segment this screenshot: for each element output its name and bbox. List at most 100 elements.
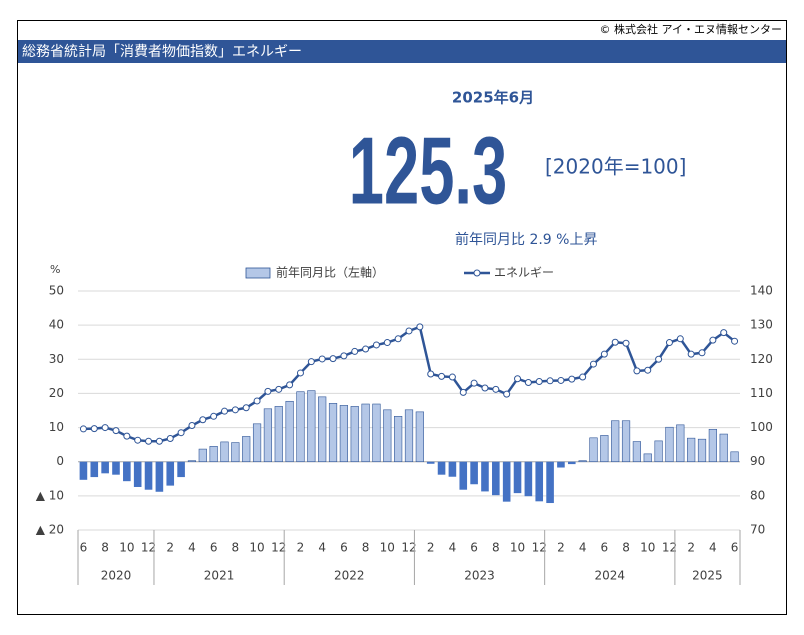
line-marker — [296, 369, 304, 377]
line-marker — [676, 335, 684, 343]
bar — [415, 411, 424, 463]
line-marker — [459, 388, 467, 396]
change-text: 前年同月比 2.9 %上昇 — [455, 231, 597, 248]
y2-tick-label: 120 — [750, 352, 773, 366]
line-marker — [231, 406, 239, 414]
bar — [318, 396, 327, 463]
line-marker — [503, 390, 511, 398]
line-marker — [242, 404, 250, 412]
line-marker — [698, 349, 706, 357]
x-tick-label: 4 — [188, 541, 196, 555]
y2-tick-label: 130 — [750, 318, 773, 332]
bar — [676, 424, 685, 463]
bar — [437, 461, 446, 475]
bar — [404, 409, 414, 463]
bar — [198, 448, 207, 463]
bar — [133, 461, 142, 487]
legend-swatch — [473, 269, 481, 277]
bar — [274, 406, 283, 463]
x-tick-label: 12 — [662, 541, 677, 555]
y-tick-label: 0 — [56, 454, 64, 468]
bar — [231, 442, 240, 463]
line-marker — [112, 427, 120, 435]
bar — [654, 440, 663, 463]
y-tick-label: 40 — [49, 318, 64, 332]
bar — [383, 409, 392, 463]
bar — [719, 433, 728, 463]
line-marker — [492, 385, 500, 393]
line-marker — [448, 373, 456, 381]
x-tick-label: 8 — [232, 541, 240, 555]
line-marker — [644, 366, 652, 374]
bar — [697, 438, 707, 463]
line-marker — [438, 372, 446, 380]
line-marker — [589, 360, 597, 368]
line-marker — [166, 434, 174, 442]
line-marker — [394, 335, 402, 343]
bar — [372, 403, 381, 463]
y-tick-label: 50 — [49, 284, 64, 298]
x-tick-label: 10 — [249, 541, 264, 555]
y-tick-label: 30 — [49, 352, 64, 366]
y-tick-label: 20 — [49, 386, 64, 400]
bar — [546, 461, 554, 504]
bar — [611, 420, 620, 463]
line-marker — [307, 358, 315, 366]
line-marker — [383, 339, 391, 347]
line-marker — [557, 376, 565, 384]
line-marker — [470, 379, 478, 387]
bar — [79, 461, 88, 480]
bar — [589, 437, 598, 463]
line-marker — [340, 352, 348, 360]
x-tick-label: 8 — [101, 541, 109, 555]
x-tick-label: 12 — [401, 541, 416, 555]
x-tick-label: 12 — [532, 541, 547, 555]
bar — [557, 461, 565, 468]
bar — [492, 461, 500, 496]
year-label: 2020 — [101, 569, 132, 583]
x-tick-label: 4 — [579, 541, 587, 555]
legend-label: 前年同月比（左軸） — [276, 265, 384, 280]
bar — [632, 441, 642, 463]
line-marker — [579, 373, 587, 381]
y-unit: % — [50, 263, 60, 276]
line-marker — [568, 375, 576, 383]
copyright: © 株式会社 アイ・エヌ情報センター — [600, 22, 782, 36]
x-tick-label: 6 — [340, 541, 348, 555]
year-label: 2024 — [594, 569, 625, 583]
bar — [730, 451, 739, 463]
bar — [177, 461, 185, 478]
bar — [665, 426, 674, 463]
x-tick-label: 10 — [119, 541, 134, 555]
bar — [361, 403, 370, 463]
year-label: 2022 — [334, 569, 365, 583]
bar — [166, 461, 175, 486]
bar — [448, 461, 457, 477]
line-marker — [362, 345, 370, 353]
frame — [17, 20, 787, 615]
x-tick-label: 12 — [141, 541, 156, 555]
line-marker — [633, 367, 641, 375]
line-marker — [622, 339, 630, 347]
x-tick-label: 10 — [380, 541, 395, 555]
x-tick-label: 2 — [557, 541, 565, 555]
bar — [101, 461, 109, 474]
bar — [481, 461, 489, 492]
year-label: 2021 — [204, 569, 235, 583]
x-tick-label: 8 — [362, 541, 370, 555]
x-tick-label: 10 — [640, 541, 655, 555]
period: 2025年6月 — [452, 89, 534, 107]
line-marker — [145, 437, 153, 445]
bar — [263, 408, 273, 463]
bar — [209, 446, 218, 463]
line-marker — [405, 327, 413, 335]
bar — [708, 428, 717, 463]
x-tick-label: 10 — [510, 541, 525, 555]
bar — [535, 461, 544, 502]
bar — [307, 390, 316, 463]
x-tick-label: 8 — [622, 541, 630, 555]
line-marker — [524, 379, 532, 387]
x-tick-label: 6 — [470, 541, 478, 555]
line-marker — [221, 407, 229, 415]
